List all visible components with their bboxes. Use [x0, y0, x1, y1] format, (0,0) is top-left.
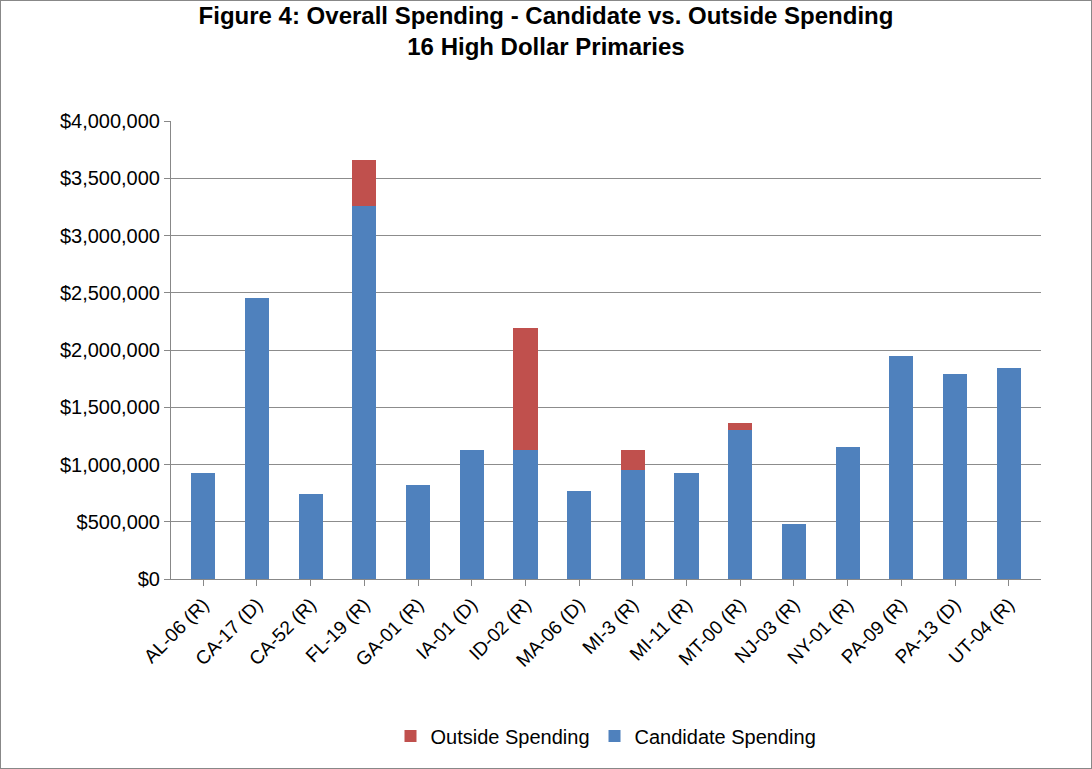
svg-text:$1,000,000: $1,000,000 [60, 454, 160, 476]
svg-text:$500,000: $500,000 [77, 511, 160, 533]
svg-text:$2,500,000: $2,500,000 [60, 282, 160, 304]
svg-text:Outside Spending: Outside Spending [431, 726, 590, 748]
svg-text:$1,500,000: $1,500,000 [60, 396, 160, 418]
svg-text:Figure 4: Overall Spending - C: Figure 4: Overall Spending - Candidate v… [199, 2, 894, 60]
svg-text:$0: $0 [138, 568, 160, 590]
svg-text:NJ-03 (R): NJ-03 (R) [730, 594, 803, 667]
svg-text:CA-52 (R): CA-52 (R) [245, 594, 320, 669]
svg-text:$2,000,000: $2,000,000 [60, 339, 160, 361]
svg-text:$3,000,000: $3,000,000 [60, 225, 160, 247]
svg-text:Candidate Spending: Candidate Spending [635, 726, 816, 748]
svg-text:IA-01 (D): IA-01 (D) [412, 594, 481, 663]
svg-text:CA-17 (D): CA-17 (D) [191, 594, 266, 669]
svg-text:MI-11 (R): MI-11 (R) [626, 594, 697, 665]
svg-text:UT-04 (R): UT-04 (R) [944, 594, 1018, 668]
svg-text:MI-3 (R): MI-3 (R) [578, 594, 642, 658]
svg-text:GA-01 (R): GA-01 (R) [352, 594, 428, 670]
svg-text:AL-06 (R): AL-06 (R) [140, 594, 213, 667]
svg-text:PA-09 (R): PA-09 (R) [837, 594, 911, 668]
svg-text:NY-01 (R): NY-01 (R) [783, 594, 857, 668]
svg-text:PA-13 (D): PA-13 (D) [891, 594, 965, 668]
svg-text:$3,500,000: $3,500,000 [60, 167, 160, 189]
svg-text:MT-00 (R): MT-00 (R) [674, 594, 749, 669]
svg-text:ID-02 (R): ID-02 (R) [465, 594, 535, 664]
svg-text:$4,000,000: $4,000,000 [60, 110, 160, 132]
svg-text:MA-06 (D): MA-06 (D) [512, 594, 589, 671]
svg-text:FL-19 (R): FL-19 (R) [302, 594, 374, 666]
